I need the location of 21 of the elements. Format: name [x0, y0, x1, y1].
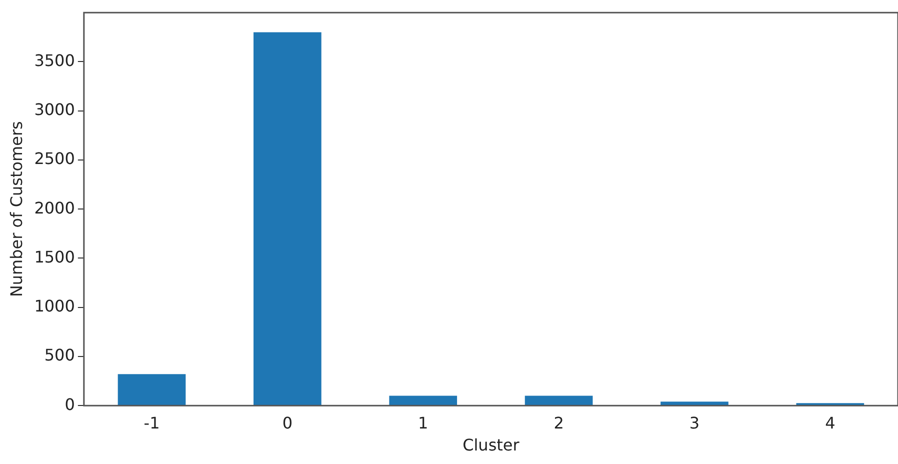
y-tick-label: 3500 — [34, 50, 75, 70]
y-tick-label: 1000 — [34, 296, 75, 316]
x-tick-label: 0 — [282, 413, 293, 432]
x-tick-label: 2 — [554, 413, 564, 432]
x-tick-label: 4 — [825, 413, 836, 432]
bar — [524, 396, 593, 406]
x-axis-title: Cluster — [462, 436, 520, 455]
bar — [254, 32, 322, 406]
bar — [660, 402, 728, 406]
y-tick-label: 3000 — [34, 100, 75, 120]
x-tick-label: -1 — [144, 413, 160, 432]
x-tick-label: 1 — [418, 413, 428, 432]
y-axis-title: Number of Customers — [6, 121, 26, 298]
bar — [389, 396, 458, 406]
y-tick-label: 2000 — [34, 198, 75, 218]
y-tick-label: 0 — [64, 394, 75, 414]
x-tick-label: 3 — [689, 413, 700, 432]
bar — [118, 374, 186, 406]
y-tick-label: 500 — [44, 346, 75, 365]
y-tick-label: 1500 — [34, 247, 75, 266]
y-tick-label: 2500 — [34, 149, 75, 168]
